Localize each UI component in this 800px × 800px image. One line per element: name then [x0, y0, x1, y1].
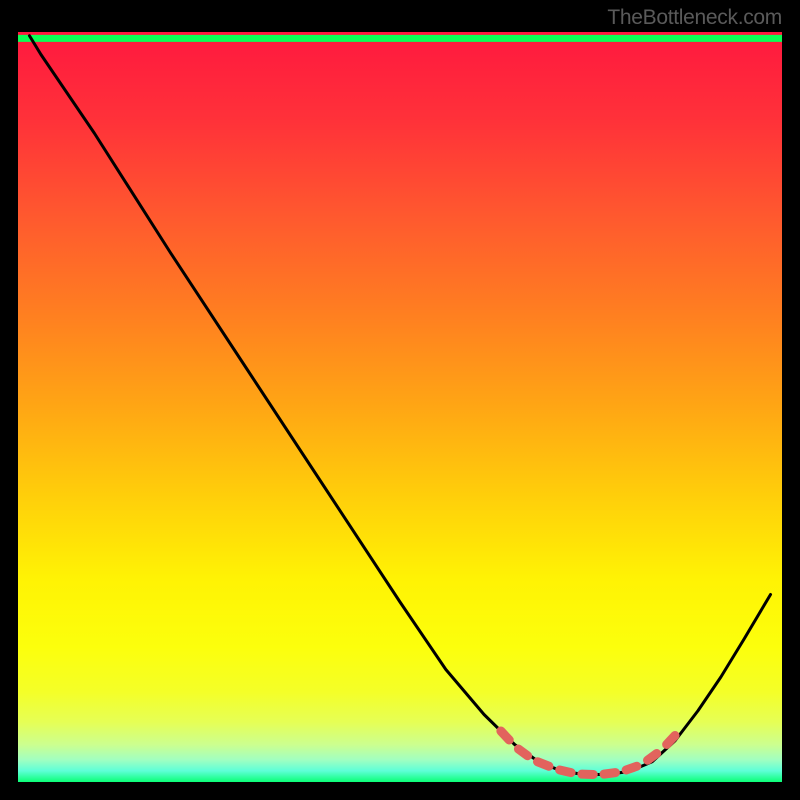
minimum-dash-segment [648, 754, 657, 761]
chart-plot-area [18, 32, 782, 782]
chart-background-gradient [18, 32, 782, 782]
minimum-dash-segment [538, 762, 549, 767]
watermark-text: TheBottleneck.com [607, 6, 782, 30]
minimum-dash-segment [501, 731, 509, 740]
chart-svg [18, 32, 782, 782]
minimum-dash-segment [518, 749, 527, 756]
minimum-dash-segment [560, 770, 571, 773]
minimum-dash-segment [667, 736, 675, 745]
minimum-dash-segment [626, 766, 637, 770]
minimum-dash-segment [604, 773, 615, 775]
